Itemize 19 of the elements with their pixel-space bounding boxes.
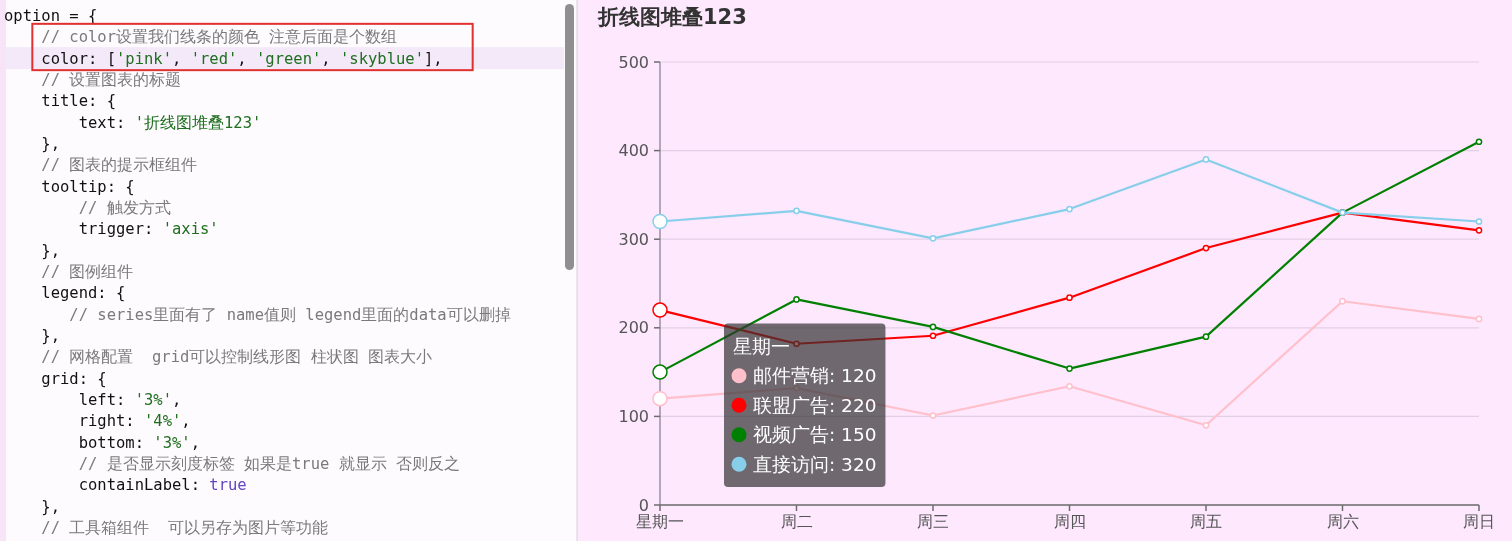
y-tick-label: 100 <box>618 406 649 426</box>
x-tick-label: 周五 <box>1190 512 1222 531</box>
x-tick-label: 周三 <box>917 512 949 531</box>
x-tick-label: 周六 <box>1326 512 1359 531</box>
title: 折线图堆叠123 <box>598 5 747 29</box>
annotation: 直接访问: 320 <box>753 453 877 475</box>
x-tick-label: 星期一 <box>636 512 684 531</box>
y-tick-label: 300 <box>618 229 649 249</box>
x-tick-label: 周二 <box>780 512 813 531</box>
annotation: 联盟广告: 220 <box>753 394 877 416</box>
annotation: 星期一 <box>733 335 790 357</box>
y-tick-label: 400 <box>618 141 649 161</box>
y-tick-label: 200 <box>618 318 649 338</box>
x-tick-label: 周四 <box>1053 512 1086 531</box>
x-tick-label: 周日 <box>1463 512 1495 531</box>
annotation: 视频广告: 150 <box>753 424 877 446</box>
y-tick-label: 0 <box>638 495 649 515</box>
y-tick-label: 500 <box>618 52 649 72</box>
annotation: 邮件营销: 120 <box>753 365 877 387</box>
